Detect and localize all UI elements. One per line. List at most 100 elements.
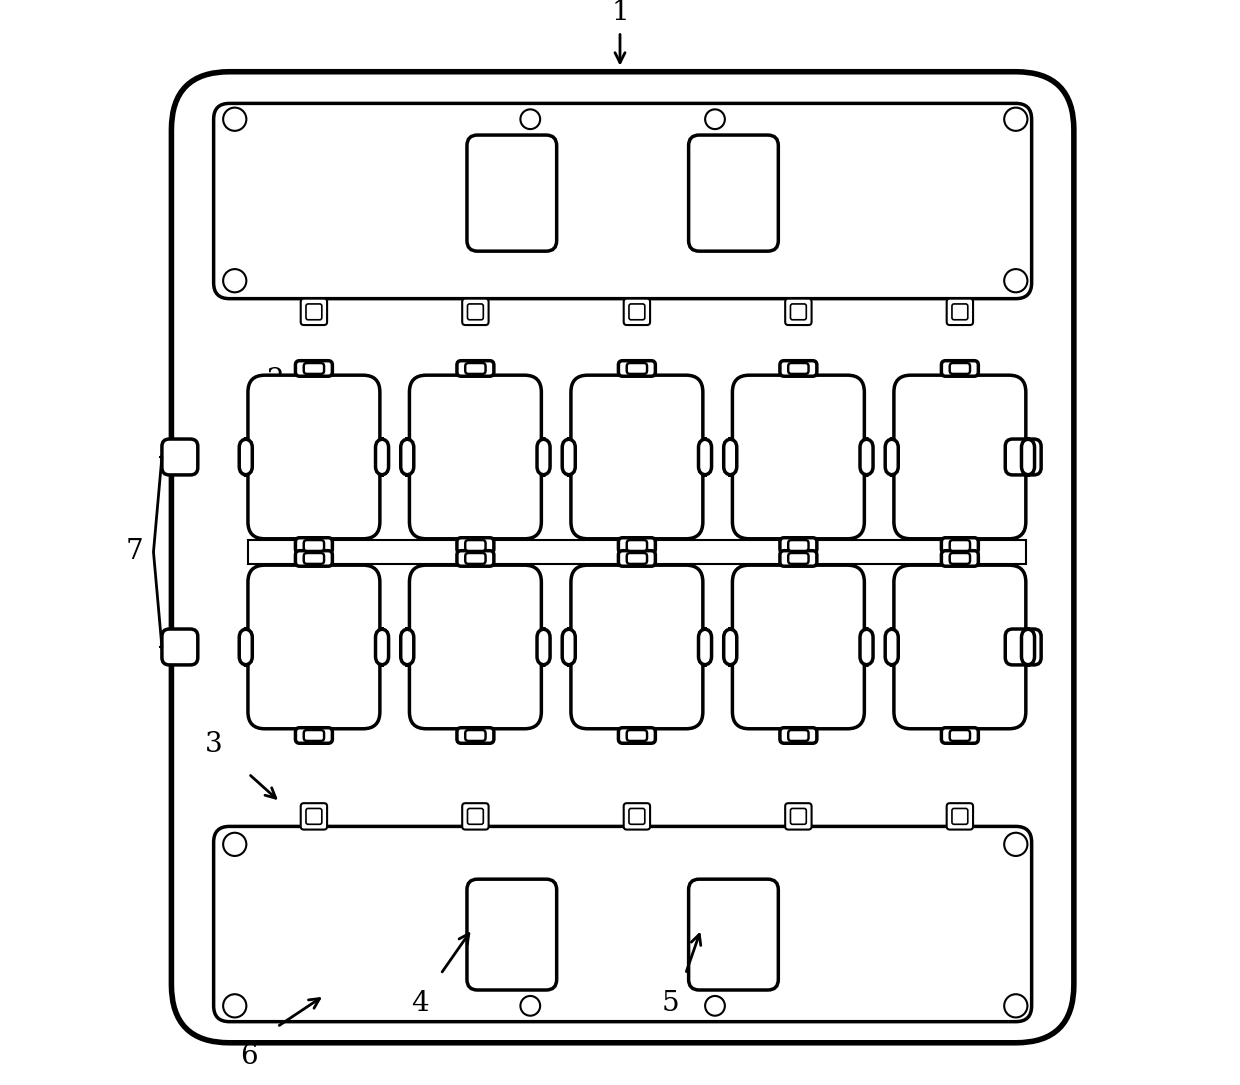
FancyBboxPatch shape	[295, 538, 332, 553]
FancyBboxPatch shape	[698, 439, 712, 475]
Bar	[624, 539, 650, 564]
Circle shape	[521, 996, 541, 1016]
FancyBboxPatch shape	[465, 553, 486, 564]
FancyBboxPatch shape	[465, 363, 486, 374]
FancyBboxPatch shape	[562, 439, 575, 475]
FancyBboxPatch shape	[213, 827, 1032, 1022]
FancyBboxPatch shape	[465, 540, 486, 551]
Text: 2: 2	[267, 367, 284, 394]
FancyBboxPatch shape	[952, 304, 967, 320]
FancyBboxPatch shape	[941, 360, 978, 376]
FancyBboxPatch shape	[301, 298, 327, 325]
FancyBboxPatch shape	[304, 540, 324, 551]
FancyBboxPatch shape	[1022, 629, 1034, 665]
FancyBboxPatch shape	[171, 72, 1074, 1043]
FancyBboxPatch shape	[861, 629, 873, 665]
FancyBboxPatch shape	[562, 629, 575, 665]
FancyBboxPatch shape	[780, 538, 817, 553]
FancyBboxPatch shape	[570, 565, 703, 729]
FancyBboxPatch shape	[629, 304, 645, 320]
FancyBboxPatch shape	[950, 540, 970, 551]
FancyBboxPatch shape	[861, 439, 873, 475]
Text: 6: 6	[239, 1043, 257, 1070]
FancyBboxPatch shape	[724, 439, 737, 475]
FancyBboxPatch shape	[456, 728, 494, 743]
FancyBboxPatch shape	[624, 803, 650, 830]
FancyBboxPatch shape	[780, 360, 817, 376]
FancyBboxPatch shape	[1006, 439, 1042, 475]
FancyBboxPatch shape	[626, 553, 647, 564]
Circle shape	[521, 110, 541, 129]
FancyBboxPatch shape	[304, 553, 324, 564]
FancyBboxPatch shape	[785, 298, 811, 325]
FancyBboxPatch shape	[952, 808, 967, 825]
FancyBboxPatch shape	[885, 629, 898, 665]
FancyBboxPatch shape	[789, 540, 808, 551]
Circle shape	[223, 269, 247, 292]
FancyBboxPatch shape	[162, 629, 198, 665]
FancyBboxPatch shape	[733, 375, 864, 539]
FancyBboxPatch shape	[456, 538, 494, 553]
FancyBboxPatch shape	[239, 439, 252, 475]
FancyBboxPatch shape	[789, 553, 808, 564]
FancyBboxPatch shape	[946, 803, 973, 830]
FancyBboxPatch shape	[304, 730, 324, 741]
Circle shape	[223, 994, 247, 1018]
FancyBboxPatch shape	[456, 360, 494, 376]
Circle shape	[1004, 107, 1028, 131]
FancyBboxPatch shape	[304, 363, 324, 374]
FancyBboxPatch shape	[467, 135, 557, 251]
FancyBboxPatch shape	[780, 728, 817, 743]
FancyBboxPatch shape	[790, 304, 806, 320]
FancyBboxPatch shape	[401, 439, 414, 475]
FancyBboxPatch shape	[626, 730, 647, 741]
Circle shape	[1004, 832, 1028, 856]
FancyBboxPatch shape	[376, 629, 388, 665]
FancyBboxPatch shape	[463, 298, 489, 325]
FancyBboxPatch shape	[619, 538, 656, 553]
FancyBboxPatch shape	[248, 565, 379, 729]
FancyBboxPatch shape	[941, 728, 978, 743]
FancyBboxPatch shape	[688, 879, 779, 990]
FancyBboxPatch shape	[295, 728, 332, 743]
FancyBboxPatch shape	[688, 135, 779, 251]
FancyBboxPatch shape	[946, 298, 973, 325]
FancyBboxPatch shape	[467, 879, 557, 990]
FancyBboxPatch shape	[624, 298, 650, 325]
FancyBboxPatch shape	[295, 360, 332, 376]
FancyBboxPatch shape	[950, 553, 970, 564]
FancyBboxPatch shape	[463, 803, 489, 830]
FancyBboxPatch shape	[456, 551, 494, 566]
FancyBboxPatch shape	[570, 375, 703, 539]
Text: 1: 1	[611, 0, 629, 26]
FancyBboxPatch shape	[239, 629, 252, 665]
FancyBboxPatch shape	[465, 730, 486, 741]
Circle shape	[223, 832, 247, 856]
FancyBboxPatch shape	[941, 538, 978, 553]
FancyBboxPatch shape	[885, 439, 898, 475]
FancyBboxPatch shape	[619, 551, 656, 566]
Bar	[786, 539, 811, 564]
Circle shape	[1004, 269, 1028, 292]
FancyBboxPatch shape	[629, 808, 645, 825]
FancyBboxPatch shape	[894, 565, 1025, 729]
Circle shape	[706, 996, 725, 1016]
FancyBboxPatch shape	[894, 375, 1025, 539]
FancyBboxPatch shape	[306, 304, 322, 320]
FancyBboxPatch shape	[409, 375, 542, 539]
FancyBboxPatch shape	[789, 363, 808, 374]
FancyBboxPatch shape	[409, 565, 542, 729]
Circle shape	[223, 107, 247, 131]
Text: 3: 3	[205, 731, 222, 757]
FancyBboxPatch shape	[950, 730, 970, 741]
FancyBboxPatch shape	[698, 629, 712, 665]
FancyBboxPatch shape	[619, 728, 656, 743]
FancyBboxPatch shape	[248, 375, 379, 539]
Bar	[947, 539, 972, 564]
FancyBboxPatch shape	[950, 363, 970, 374]
FancyBboxPatch shape	[790, 808, 806, 825]
FancyBboxPatch shape	[376, 439, 388, 475]
FancyBboxPatch shape	[213, 103, 1032, 298]
FancyBboxPatch shape	[295, 551, 332, 566]
FancyBboxPatch shape	[941, 551, 978, 566]
